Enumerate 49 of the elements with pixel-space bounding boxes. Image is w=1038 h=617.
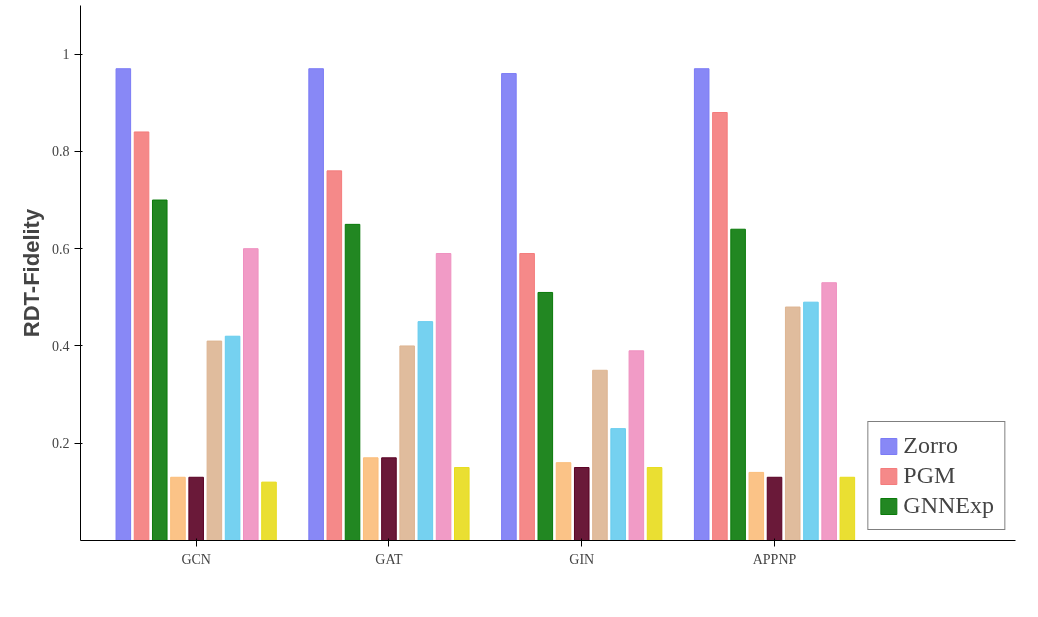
x-tick-label: GCN bbox=[181, 551, 211, 567]
bar bbox=[261, 481, 277, 541]
bar bbox=[224, 335, 241, 541]
x-tick-label: APPNP bbox=[752, 551, 797, 567]
bar bbox=[170, 476, 186, 541]
bar bbox=[381, 457, 397, 541]
bar bbox=[628, 350, 645, 541]
bar bbox=[821, 282, 837, 541]
bar bbox=[399, 345, 415, 541]
bar bbox=[501, 73, 517, 541]
bar bbox=[646, 467, 663, 541]
bar bbox=[537, 291, 554, 541]
bar bbox=[803, 301, 819, 541]
y-tick-label: 0.2 bbox=[52, 436, 70, 452]
legend-label: Zorro bbox=[903, 432, 958, 459]
bar bbox=[555, 462, 572, 541]
y-tick-label: 0.8 bbox=[52, 144, 70, 160]
bar bbox=[839, 476, 856, 541]
bar bbox=[592, 369, 608, 541]
legend-label: GNNExp bbox=[903, 492, 994, 519]
bar bbox=[417, 321, 434, 541]
y-tick-label: 0.4 bbox=[52, 338, 70, 354]
bar bbox=[435, 253, 452, 541]
bar bbox=[519, 253, 535, 541]
bar bbox=[326, 170, 343, 541]
bar bbox=[573, 467, 590, 541]
y-tick-label: 1 bbox=[62, 47, 70, 63]
legend-label: PGM bbox=[903, 462, 956, 489]
bar bbox=[188, 476, 204, 541]
bar bbox=[308, 68, 324, 541]
bar bbox=[344, 223, 361, 541]
x-tick-label: GAT bbox=[375, 551, 404, 567]
bar bbox=[454, 467, 470, 541]
x-tick-label: GIN bbox=[569, 551, 595, 567]
y-axis-title: RDT-Fidelity bbox=[19, 208, 44, 338]
bar bbox=[362, 457, 379, 541]
bar bbox=[748, 471, 765, 541]
bar bbox=[693, 68, 710, 541]
bar bbox=[243, 248, 259, 541]
bar bbox=[151, 199, 168, 541]
bar bbox=[712, 112, 728, 541]
y-tick-label: 0.6 bbox=[52, 241, 70, 257]
bar bbox=[766, 476, 783, 541]
bar bbox=[115, 68, 132, 541]
bar bbox=[784, 306, 801, 541]
bar bbox=[610, 428, 626, 541]
bar bbox=[206, 340, 223, 541]
bar bbox=[133, 131, 150, 541]
bar bbox=[730, 228, 746, 541]
